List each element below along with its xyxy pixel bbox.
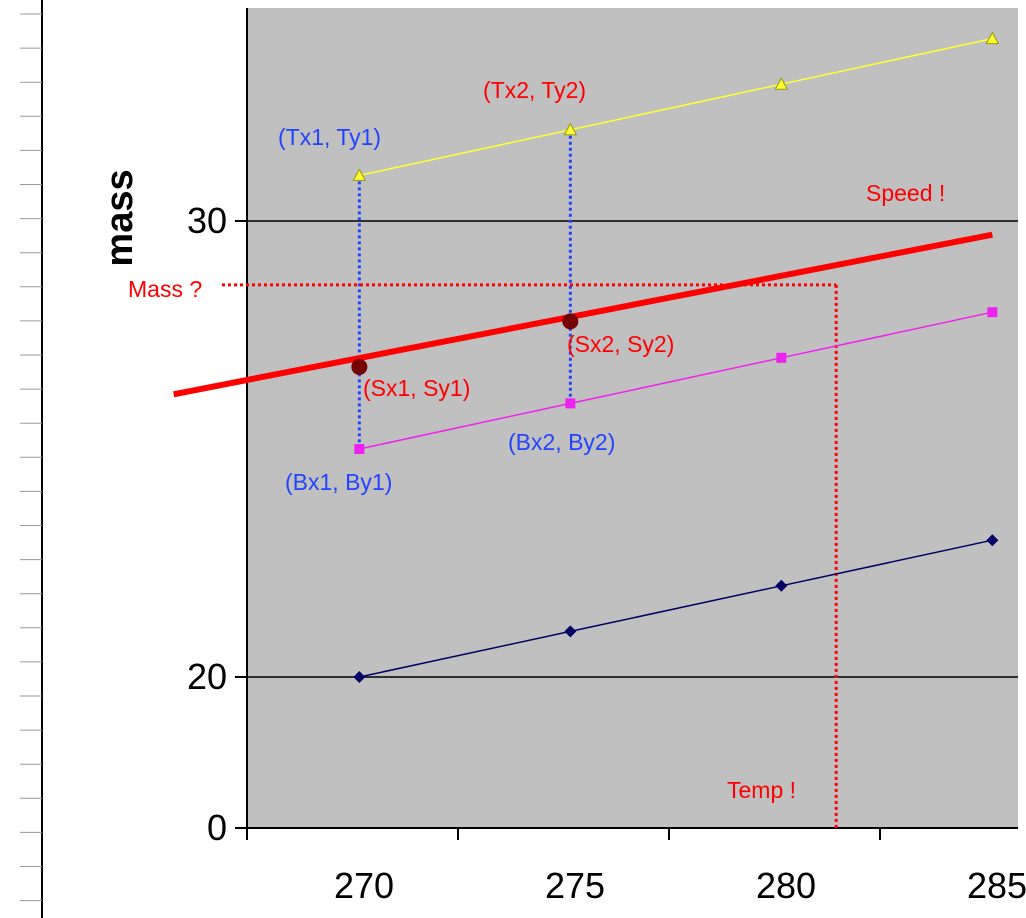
y-ticks: 0 20 30 bbox=[187, 200, 247, 848]
annotation-bx2: (Bx2, By2) bbox=[508, 429, 615, 455]
annotation-tx1: (Tx1, Ty1) bbox=[278, 124, 381, 150]
annotation-speed: Speed ! bbox=[866, 180, 945, 206]
interp-point bbox=[562, 313, 579, 330]
series-point bbox=[564, 625, 577, 638]
y-tick-label: 20 bbox=[187, 656, 227, 697]
series-point bbox=[986, 534, 999, 547]
series-point bbox=[776, 352, 787, 363]
series-line bbox=[359, 37, 993, 177]
series-point bbox=[353, 671, 366, 683]
ruler-ticks bbox=[20, 13, 42, 902]
x-tick-label: 285 bbox=[967, 865, 1026, 906]
gridlines bbox=[247, 220, 1018, 678]
annotation-tx2: (Tx2, Ty2) bbox=[483, 77, 586, 103]
series-point bbox=[352, 168, 367, 181]
series-point bbox=[354, 444, 365, 454]
series-line bbox=[359, 311, 993, 450]
y-axis-title: mass bbox=[99, 169, 141, 266]
annotation-sx1: (Sx1, Sy1) bbox=[363, 375, 470, 401]
x-ticks: 270 275 280 285 bbox=[246, 828, 1026, 906]
left-ruler bbox=[20, 0, 43, 918]
x-tick-label: 270 bbox=[334, 865, 394, 906]
interp-point bbox=[351, 358, 368, 375]
x-tick-label: 280 bbox=[756, 865, 816, 906]
series-point bbox=[987, 307, 998, 318]
annotations: (Tx1, Ty1) (Tx2, Ty2) (Sx1, Sy1) (Sx2, S… bbox=[128, 77, 945, 803]
series-line bbox=[359, 539, 993, 678]
series-point bbox=[985, 31, 1000, 45]
plot-area bbox=[247, 8, 1018, 828]
annotation-sx2: (Sx2, Sy2) bbox=[567, 331, 674, 357]
annotation-temp: Temp ! bbox=[727, 777, 796, 803]
series-point bbox=[565, 398, 576, 409]
x-tick-label: 275 bbox=[545, 865, 605, 906]
annotation-bx1: (Bx1, By1) bbox=[285, 469, 392, 495]
series-point bbox=[775, 579, 788, 592]
series-layer bbox=[173, 31, 1000, 683]
interp-points bbox=[351, 313, 579, 375]
annotation-mass: Mass ? bbox=[128, 276, 202, 302]
series-line bbox=[173, 231, 993, 398]
y-tick-label: 30 bbox=[187, 200, 227, 241]
series-point bbox=[774, 77, 789, 90]
y-tick-label: 0 bbox=[207, 807, 227, 848]
series-point bbox=[563, 122, 578, 136]
